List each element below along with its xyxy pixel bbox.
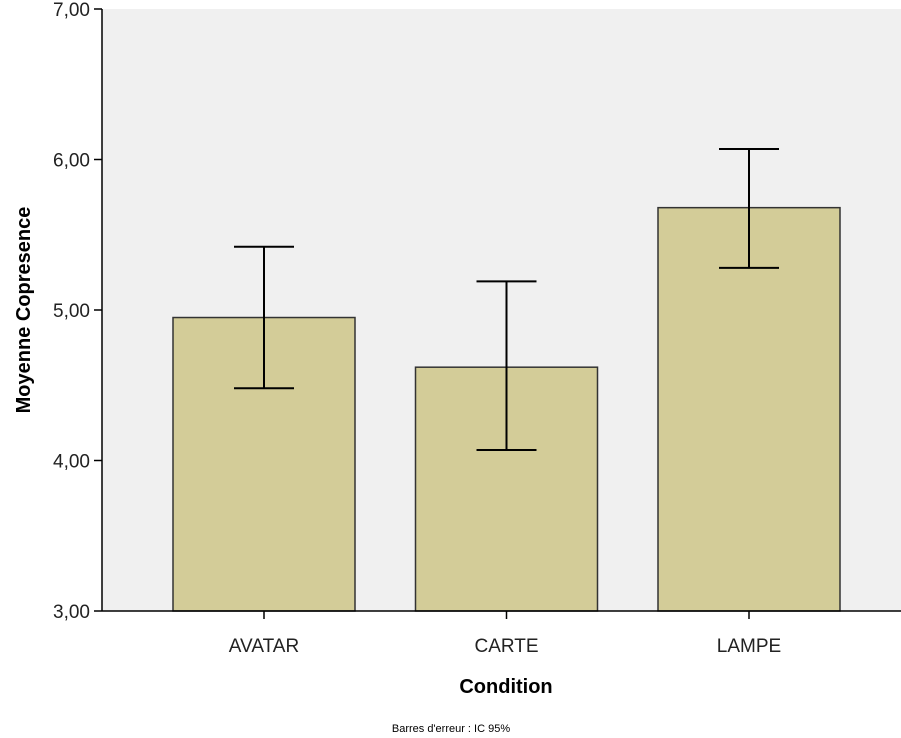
y-tick-label: 7,00 — [53, 0, 90, 21]
x-tick-label: LAMPE — [717, 636, 781, 657]
x-ticks-group: AVATAR CARTE LAMPE — [229, 611, 781, 657]
error-bar-lampe — [719, 147, 779, 269]
error-bars-group — [234, 147, 779, 451]
y-ticks-group: 3,00 4,00 5,00 6,00 7,00 — [53, 0, 102, 623]
bars-group — [172, 206, 841, 612]
x-tick-label: CARTE — [474, 636, 538, 657]
y-tick-label: 4,00 — [53, 452, 90, 473]
y-tick-label: 3,00 — [53, 602, 90, 623]
x-axis-title: Condition — [459, 676, 552, 698]
y-tick-label: 5,00 — [53, 301, 90, 322]
bar-lampe — [657, 206, 841, 612]
y-axis-title: Moyenne Copresence — [13, 207, 35, 414]
error-bar-carte — [476, 280, 537, 451]
error-bar-avatar — [234, 245, 294, 390]
error-bar-footnote: Barres d'erreur : IC 95% — [392, 723, 510, 735]
y-tick-label: 6,00 — [53, 151, 90, 172]
x-tick-label: AVATAR — [229, 636, 299, 657]
